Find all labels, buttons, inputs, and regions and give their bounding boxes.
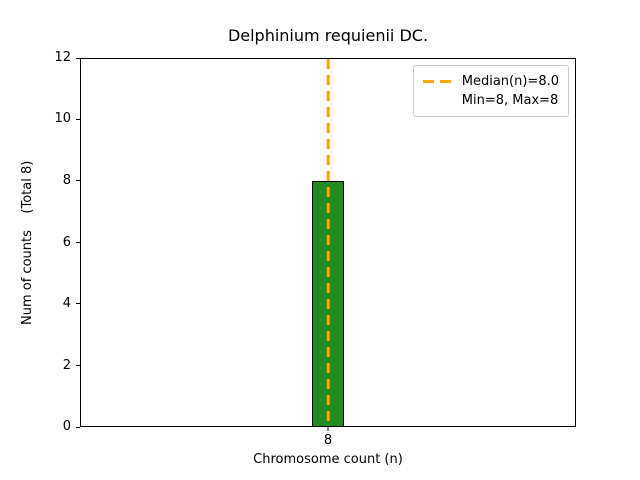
y-tick-label: 8 — [62, 172, 71, 188]
x-axis-label: Chromosome count (n) — [253, 452, 403, 467]
x-tick-label: 8 — [323, 433, 333, 448]
legend: Median(n)=8.0 Min=8, Max=8 — [412, 65, 569, 117]
legend-label-minmax: Min=8, Max=8 — [461, 93, 559, 108]
x-tick-mark — [327, 427, 329, 431]
legend-label-median: Median(n)=8.0 — [461, 74, 559, 89]
y-tick-mark — [76, 426, 80, 428]
empty-legend-marker — [423, 99, 453, 102]
legend-entry-minmax: Min=8, Max=8 — [423, 91, 559, 110]
chart-title: Delphinium requienii DC. — [227, 26, 429, 45]
y-tick-mark — [76, 118, 80, 120]
plot-area: Median(n)=8.0 Min=8, Max=8 — [80, 58, 576, 427]
y-tick-label: 12 — [54, 50, 71, 65]
y-tick-label: 4 — [62, 295, 71, 311]
y-tick-label: 0 — [62, 419, 71, 434]
y-tick-mark — [76, 180, 80, 182]
y-tick-mark — [76, 303, 80, 305]
y-tick-label: 10 — [54, 111, 71, 127]
x-ticks: 8 — [80, 427, 576, 453]
y-ticks: 0 2 4 6 8 10 12 — [0, 50, 80, 434]
y-tick-mark — [76, 57, 80, 59]
dashed-line-legend-marker — [422, 80, 453, 83]
y-tick-label: 2 — [62, 357, 71, 373]
legend-entry-median: Median(n)=8.0 — [422, 72, 559, 91]
y-tick-label: 6 — [62, 234, 71, 250]
y-tick-mark — [76, 242, 80, 243]
median-line — [326, 59, 330, 426]
y-tick-mark — [76, 365, 80, 366]
